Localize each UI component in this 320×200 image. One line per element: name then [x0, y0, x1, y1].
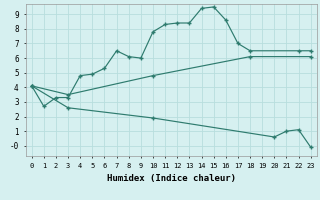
X-axis label: Humidex (Indice chaleur): Humidex (Indice chaleur): [107, 174, 236, 184]
